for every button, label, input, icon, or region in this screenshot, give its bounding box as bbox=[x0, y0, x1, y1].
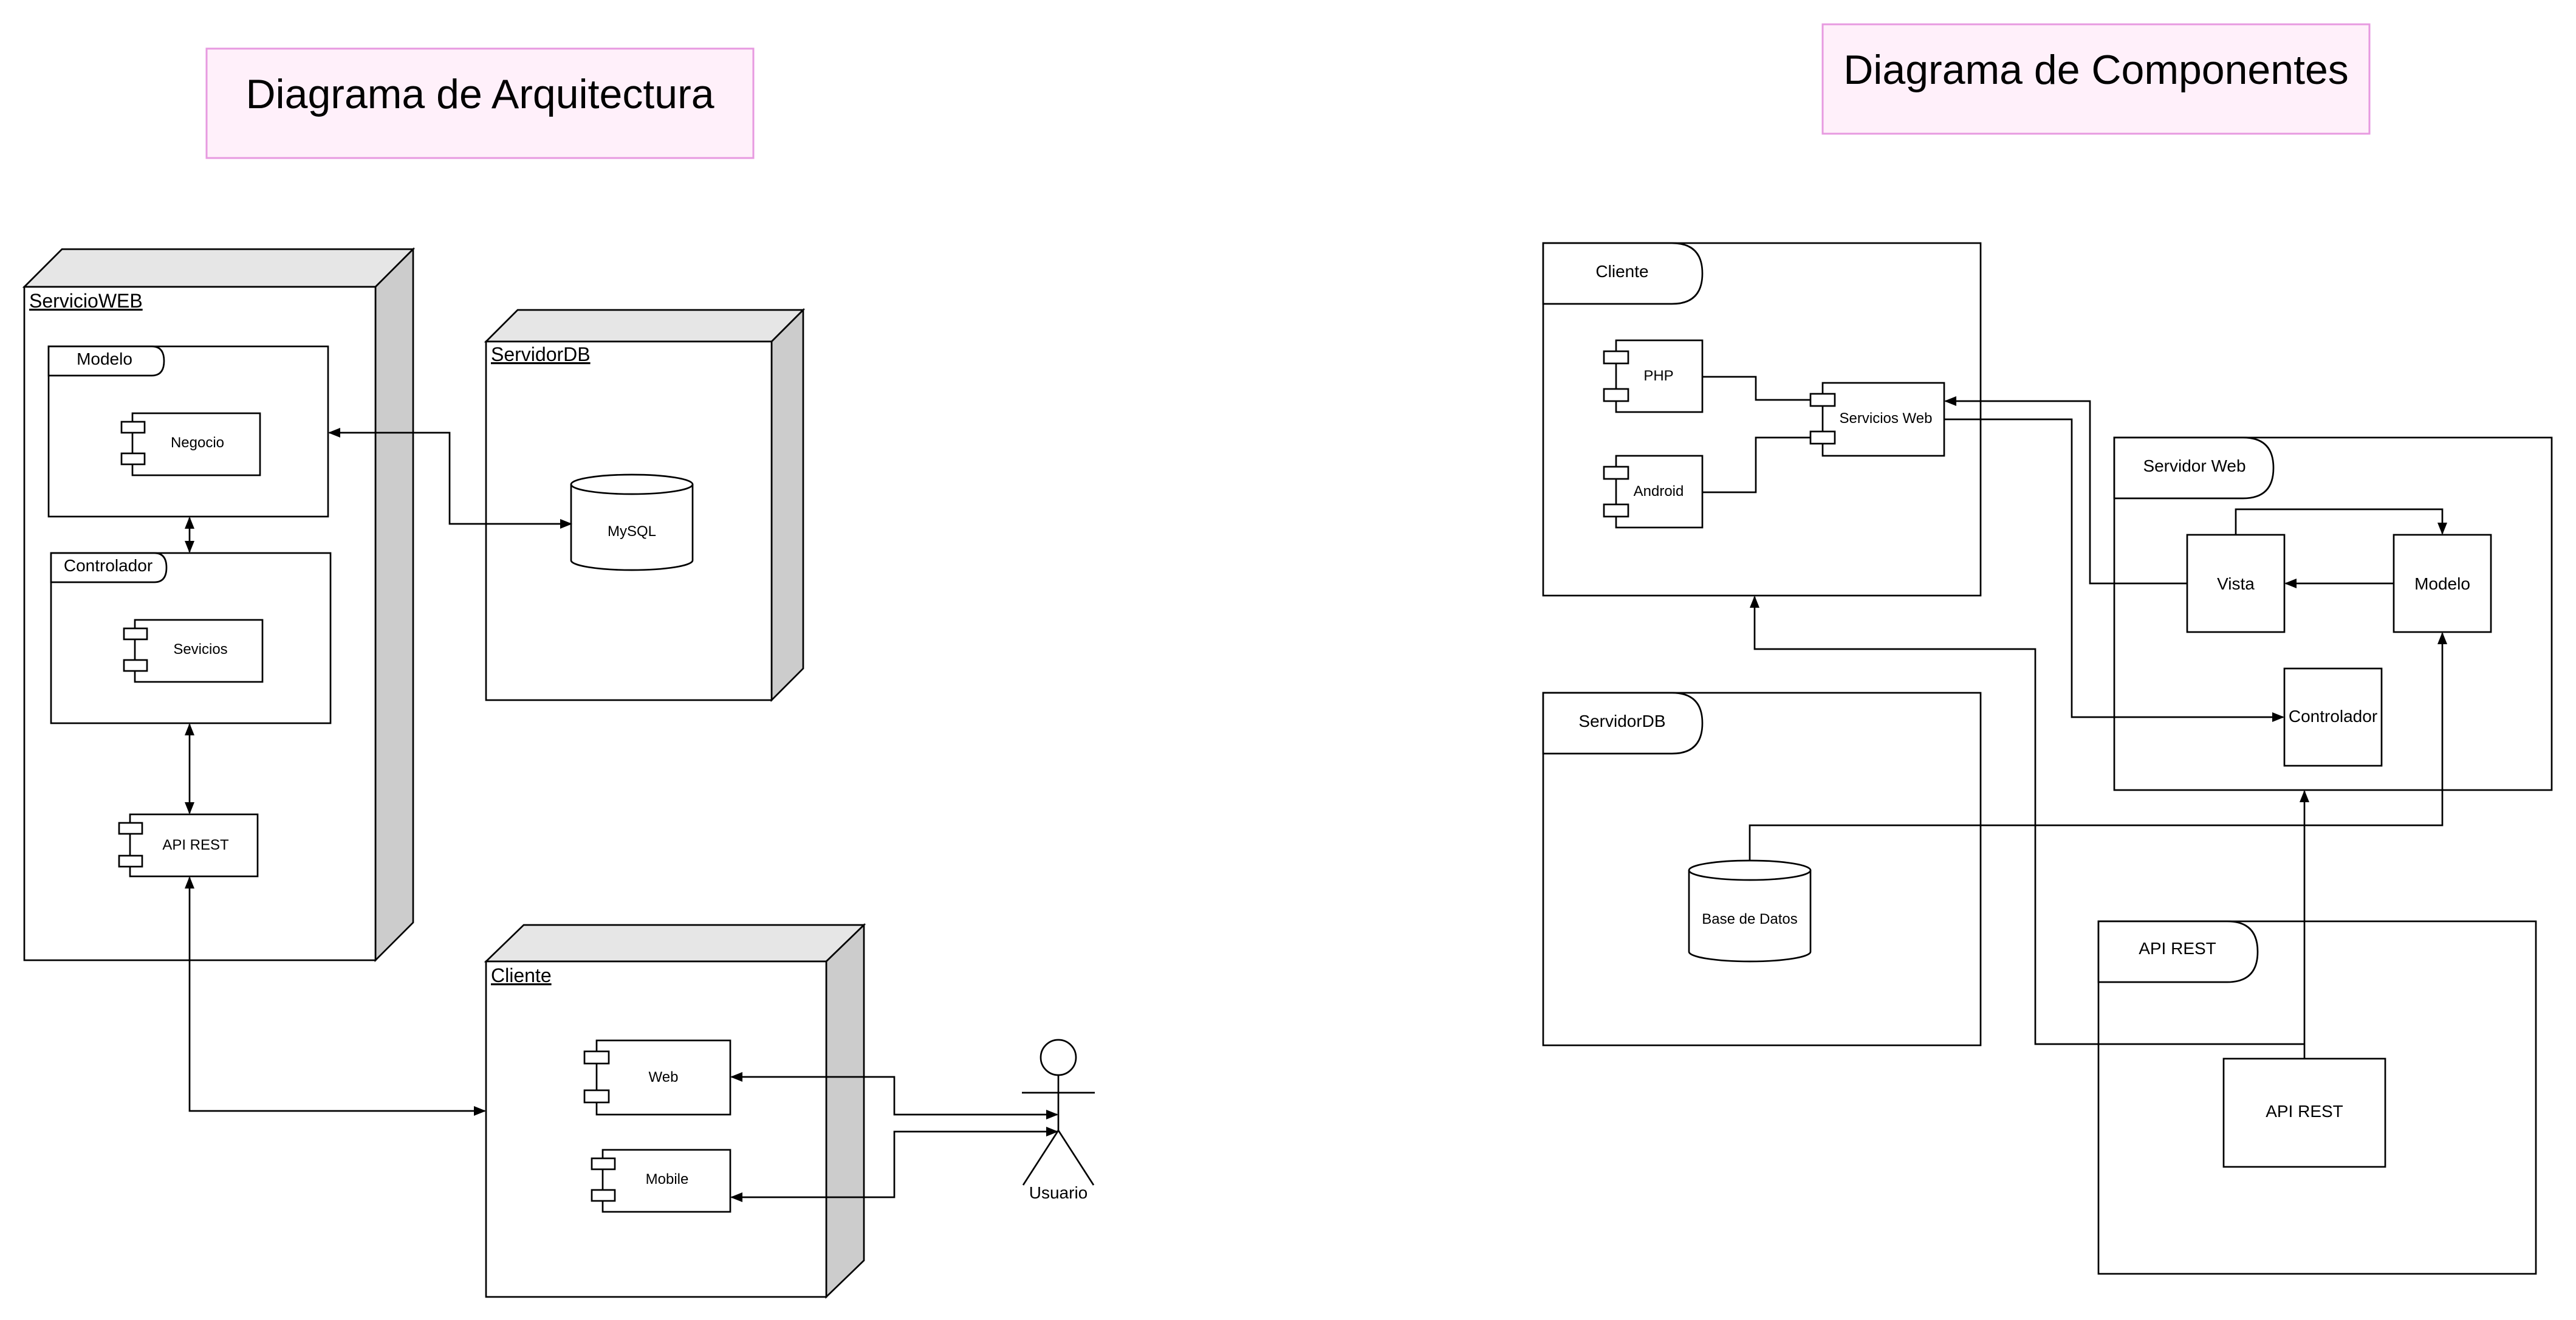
negocio-label: Negocio bbox=[171, 435, 224, 451]
usuario-web-connector bbox=[730, 1072, 1058, 1119]
php-label: PHP bbox=[1643, 368, 1673, 384]
arch-api-rest-component: API REST bbox=[118, 813, 259, 878]
vista-servicios-arrow bbox=[1944, 396, 2187, 585]
mysql-database: MySQL bbox=[570, 473, 694, 571]
arch-connectors bbox=[185, 428, 1058, 1202]
controlador-package-label: Controlador bbox=[64, 556, 152, 575]
controlador-component: Controlador bbox=[2283, 667, 2383, 767]
api-cliente-connector bbox=[185, 876, 486, 1116]
architecture-title: Diagrama de Arquitectura bbox=[245, 71, 714, 117]
android-label: Android bbox=[1634, 483, 1684, 500]
arch-cliente-label: Cliente bbox=[491, 964, 552, 986]
php-component: PHP bbox=[1603, 339, 1704, 413]
negocio-component: Negocio bbox=[120, 412, 261, 476]
php-servicios-line bbox=[1702, 376, 1810, 401]
vista-modelo-arrow bbox=[2235, 508, 2447, 535]
modelo-component: Modelo bbox=[2393, 534, 2492, 633]
usuario-actor: Usuario bbox=[1022, 1039, 1095, 1202]
android-servicios-line bbox=[1702, 436, 1810, 493]
servicios-web-component: Servicios Web bbox=[1809, 382, 1945, 457]
modelo-label: Modelo bbox=[2414, 574, 2470, 593]
architecture-title-box: Diagrama de Arquitectura bbox=[205, 47, 755, 159]
sevicios-label: Sevicios bbox=[173, 641, 227, 658]
base-de-datos-label: Base de Datos bbox=[1702, 911, 1797, 927]
modelo-package-label: Modelo bbox=[77, 349, 132, 368]
api-cliente-arrow bbox=[1750, 596, 2304, 1045]
comp-cliente-label: Cliente bbox=[1595, 262, 1648, 281]
usuario-mobile-connector bbox=[730, 1127, 1058, 1202]
components-title-box: Diagrama de Componentes bbox=[1821, 23, 2371, 135]
servidordb-label: ServidorDB bbox=[491, 343, 591, 365]
vista-component: Vista bbox=[2186, 534, 2286, 633]
controlador-label: Controlador bbox=[2289, 707, 2377, 726]
base-de-datos: Base de Datos bbox=[1688, 859, 1812, 963]
comp-connectors bbox=[1702, 376, 2447, 1059]
servicios-controlador-arrow bbox=[1944, 418, 2284, 722]
servicioweb-label: ServicioWEB bbox=[29, 290, 143, 312]
vista-label: Vista bbox=[2217, 574, 2255, 593]
api-rest-component: API REST bbox=[2222, 1057, 2386, 1168]
comp-servidordb-label: ServidorDB bbox=[1578, 712, 1665, 730]
servicios-web-label: Servicios Web bbox=[1840, 410, 1933, 427]
modelo-servidordb-connector bbox=[328, 428, 572, 529]
mobile-component: Mobile bbox=[591, 1149, 731, 1213]
web-label: Web bbox=[649, 1069, 679, 1085]
web-component: Web bbox=[583, 1039, 731, 1116]
arch-api-rest-label: API REST bbox=[162, 837, 229, 853]
usuario-label: Usuario bbox=[1029, 1183, 1088, 1202]
servidor-web-label: Servidor Web bbox=[2143, 456, 2245, 475]
db-modelo-arrow bbox=[1749, 632, 2447, 861]
mysql-label: MySQL bbox=[608, 523, 656, 540]
api-rest-component-label: API REST bbox=[2266, 1102, 2343, 1121]
components-title: Diagrama de Componentes bbox=[1843, 47, 2349, 93]
sevicios-component: Sevicios bbox=[123, 619, 264, 683]
android-component: Android bbox=[1603, 455, 1704, 529]
comp-api-rest-label: API REST bbox=[2139, 939, 2216, 958]
mobile-label: Mobile bbox=[646, 1171, 689, 1188]
